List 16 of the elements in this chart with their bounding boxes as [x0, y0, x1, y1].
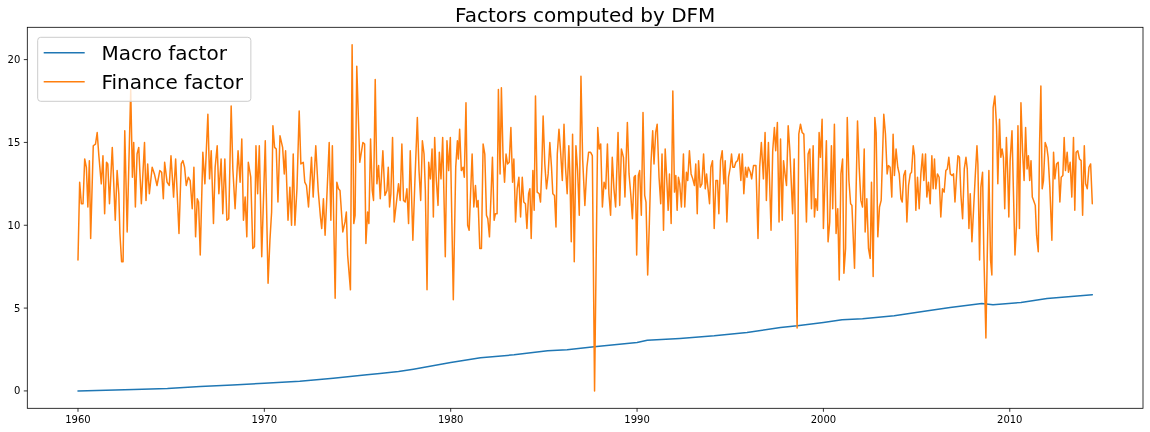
x-tick-label: 1970	[251, 413, 278, 425]
legend-label: Finance factor	[101, 70, 244, 94]
x-tick-label: 1980	[437, 413, 464, 425]
y-tick-label: 20	[7, 54, 21, 66]
line-series	[77, 293, 1094, 392]
legend-label: Macro factor	[101, 41, 228, 65]
chart-title: Factors computed by DFM	[454, 3, 716, 27]
line-series	[77, 43, 1094, 392]
x-tick-label: 1960	[65, 413, 91, 425]
x-tick-label: 1990	[624, 413, 650, 425]
x-tick-label: 2010	[997, 413, 1023, 425]
x-tick-label: 2000	[810, 413, 837, 425]
y-tick-label: 15	[7, 136, 21, 148]
y-tick-label: 5	[13, 302, 21, 314]
y-tick-label: 10	[7, 219, 21, 231]
y-tick-label: 0	[13, 385, 21, 397]
